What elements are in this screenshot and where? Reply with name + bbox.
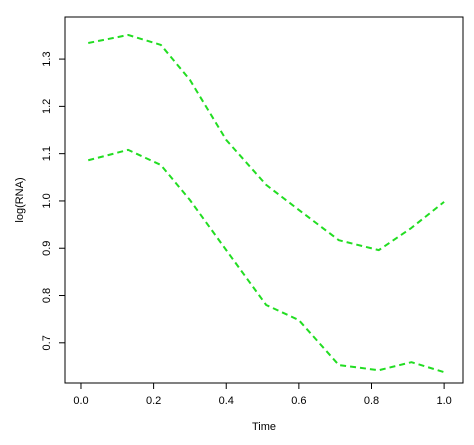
x-tick-label: 0.2 [146,395,161,407]
y-tick-label: 1.3 [41,51,53,66]
x-tick-label: 1.0 [436,395,451,407]
y-tick-label: 0.7 [41,335,53,350]
plot-box [64,16,464,384]
y-axis-label: log(RNA) [14,177,26,222]
x-tick-label: 0.6 [291,395,306,407]
x-tick-label: 0.8 [364,395,379,407]
y-tick-label: 0.8 [41,288,53,303]
x-tick-label: 0.4 [219,395,234,407]
y-tick-label: 1.2 [41,99,53,114]
x-axis-label: Time [252,421,276,433]
y-tick-label: 1.0 [41,193,53,208]
data-line [88,33,445,252]
y-tick-label: 0.9 [41,241,53,256]
x-tick-label: 0.0 [73,395,88,407]
data-line [87,148,445,374]
y-tick-label: 1.1 [41,146,53,161]
